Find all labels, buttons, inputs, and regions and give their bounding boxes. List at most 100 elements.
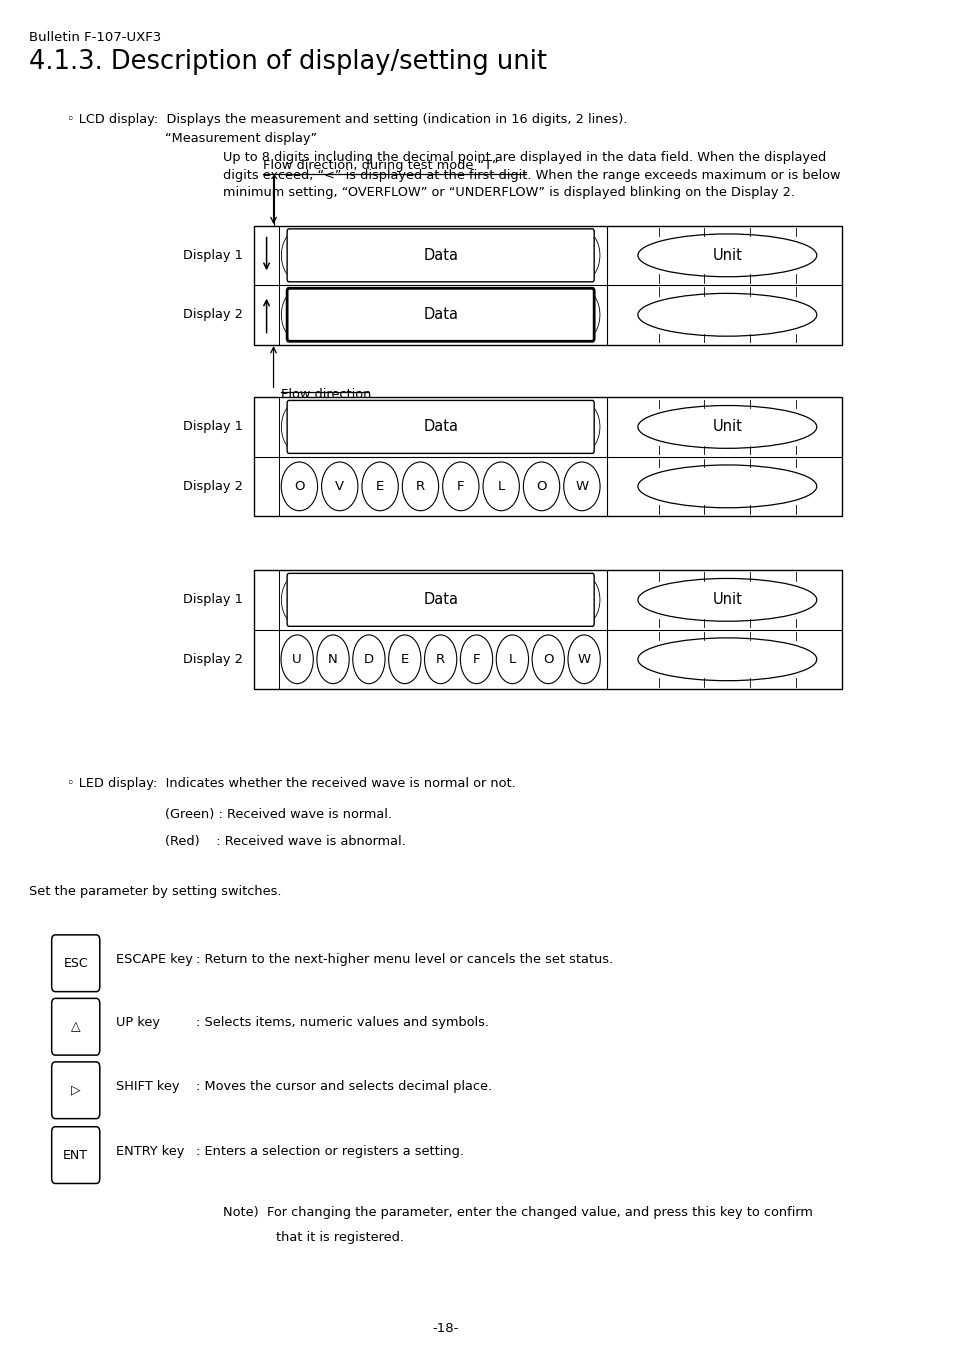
Text: Data: Data xyxy=(423,592,457,608)
Text: SHIFT key: SHIFT key xyxy=(115,1079,179,1093)
Text: F: F xyxy=(473,653,479,666)
Text: Data: Data xyxy=(423,307,457,323)
Ellipse shape xyxy=(317,576,349,624)
Ellipse shape xyxy=(497,576,528,624)
Ellipse shape xyxy=(389,576,420,624)
Ellipse shape xyxy=(532,403,563,451)
FancyBboxPatch shape xyxy=(51,1062,100,1119)
Ellipse shape xyxy=(638,465,816,508)
Ellipse shape xyxy=(460,290,492,339)
Text: Display 1: Display 1 xyxy=(183,593,243,607)
Ellipse shape xyxy=(424,403,456,451)
Text: Unit: Unit xyxy=(712,419,741,435)
Ellipse shape xyxy=(482,462,518,511)
Text: R: R xyxy=(436,653,445,666)
Ellipse shape xyxy=(460,635,492,684)
Ellipse shape xyxy=(361,462,397,511)
Ellipse shape xyxy=(317,403,349,451)
Ellipse shape xyxy=(353,635,385,684)
FancyBboxPatch shape xyxy=(51,935,100,992)
Text: Display 1: Display 1 xyxy=(183,249,243,262)
Ellipse shape xyxy=(532,635,564,684)
Text: Display 1: Display 1 xyxy=(183,420,243,434)
Ellipse shape xyxy=(424,290,456,339)
Ellipse shape xyxy=(317,231,349,280)
Text: Flow direction: Flow direction xyxy=(280,388,371,401)
Text: L: L xyxy=(508,653,516,666)
FancyBboxPatch shape xyxy=(51,998,100,1055)
Text: V: V xyxy=(335,480,344,493)
Ellipse shape xyxy=(281,635,313,684)
Ellipse shape xyxy=(281,231,313,280)
Text: Flow direction, during test mode “T”: Flow direction, during test mode “T” xyxy=(263,158,497,172)
Text: “Measurement display”: “Measurement display” xyxy=(165,132,316,146)
Ellipse shape xyxy=(353,290,384,339)
Text: digits exceed, “<” is displayed at the first digit. When the range exceeds maxim: digits exceed, “<” is displayed at the f… xyxy=(222,169,840,182)
Text: ◦ LCD display:  Displays the measurement and setting (indication in 16 digits, 2: ◦ LCD display: Displays the measurement … xyxy=(67,113,627,127)
Text: Set the parameter by setting switches.: Set the parameter by setting switches. xyxy=(30,885,281,898)
Text: ENT: ENT xyxy=(63,1148,88,1162)
FancyBboxPatch shape xyxy=(253,570,841,689)
Ellipse shape xyxy=(568,231,599,280)
Ellipse shape xyxy=(316,635,349,684)
Text: Display 2: Display 2 xyxy=(183,308,243,322)
Text: 4.1.3. Description of display/setting unit: 4.1.3. Description of display/setting un… xyxy=(30,49,547,74)
Ellipse shape xyxy=(567,635,599,684)
Ellipse shape xyxy=(321,462,357,511)
Ellipse shape xyxy=(424,576,456,624)
Text: Unit: Unit xyxy=(712,247,741,263)
Text: W: W xyxy=(575,480,588,493)
Ellipse shape xyxy=(568,403,599,451)
Ellipse shape xyxy=(496,635,528,684)
Text: : Moves the cursor and selects decimal place.: : Moves the cursor and selects decimal p… xyxy=(195,1079,492,1093)
Ellipse shape xyxy=(281,290,313,339)
FancyBboxPatch shape xyxy=(51,1127,100,1183)
Text: ENTRY key: ENTRY key xyxy=(115,1144,184,1158)
Ellipse shape xyxy=(281,462,317,511)
Text: (Green) : Received wave is normal.: (Green) : Received wave is normal. xyxy=(165,808,392,821)
Text: O: O xyxy=(542,653,553,666)
Ellipse shape xyxy=(638,578,816,621)
Ellipse shape xyxy=(460,231,492,280)
FancyBboxPatch shape xyxy=(287,228,594,282)
Text: UP key: UP key xyxy=(115,1016,160,1029)
Ellipse shape xyxy=(532,290,563,339)
Text: Data: Data xyxy=(423,247,457,263)
Text: O: O xyxy=(536,480,546,493)
Text: (Red)    : Received wave is abnormal.: (Red) : Received wave is abnormal. xyxy=(165,835,405,848)
Ellipse shape xyxy=(281,576,313,624)
Text: L: L xyxy=(497,480,504,493)
Ellipse shape xyxy=(638,293,816,336)
Text: D: D xyxy=(363,653,374,666)
Text: : Enters a selection or registers a setting.: : Enters a selection or registers a sett… xyxy=(195,1144,463,1158)
FancyBboxPatch shape xyxy=(253,226,841,345)
Ellipse shape xyxy=(497,290,528,339)
Ellipse shape xyxy=(281,403,313,451)
Ellipse shape xyxy=(497,231,528,280)
Ellipse shape xyxy=(353,231,384,280)
Text: minimum setting, “OVERFLOW” or “UNDERFLOW” is displayed blinking on the Display : minimum setting, “OVERFLOW” or “UNDERFLO… xyxy=(222,186,794,200)
Ellipse shape xyxy=(532,231,563,280)
Ellipse shape xyxy=(497,403,528,451)
Ellipse shape xyxy=(568,576,599,624)
Ellipse shape xyxy=(532,576,563,624)
FancyBboxPatch shape xyxy=(287,400,594,454)
Ellipse shape xyxy=(402,462,438,511)
Text: W: W xyxy=(577,653,590,666)
FancyBboxPatch shape xyxy=(287,288,594,342)
Text: ◦ LED display:  Indicates whether the received wave is normal or not.: ◦ LED display: Indicates whether the rec… xyxy=(67,777,515,790)
Ellipse shape xyxy=(563,462,599,511)
Text: Note)  For changing the parameter, enter the changed value, and press this key t: Note) For changing the parameter, enter … xyxy=(222,1206,812,1220)
Text: ▷: ▷ xyxy=(71,1084,80,1097)
Ellipse shape xyxy=(389,403,420,451)
FancyBboxPatch shape xyxy=(253,397,841,516)
Ellipse shape xyxy=(442,462,478,511)
FancyBboxPatch shape xyxy=(287,573,594,627)
Text: ESC: ESC xyxy=(63,957,88,970)
Text: Up to 8 digits including the decimal point are displayed in the data field. When: Up to 8 digits including the decimal poi… xyxy=(222,151,825,165)
Ellipse shape xyxy=(460,403,492,451)
Ellipse shape xyxy=(389,231,420,280)
Text: : Selects items, numeric values and symbols.: : Selects items, numeric values and symb… xyxy=(195,1016,489,1029)
Ellipse shape xyxy=(460,576,492,624)
Text: △: △ xyxy=(71,1020,80,1034)
